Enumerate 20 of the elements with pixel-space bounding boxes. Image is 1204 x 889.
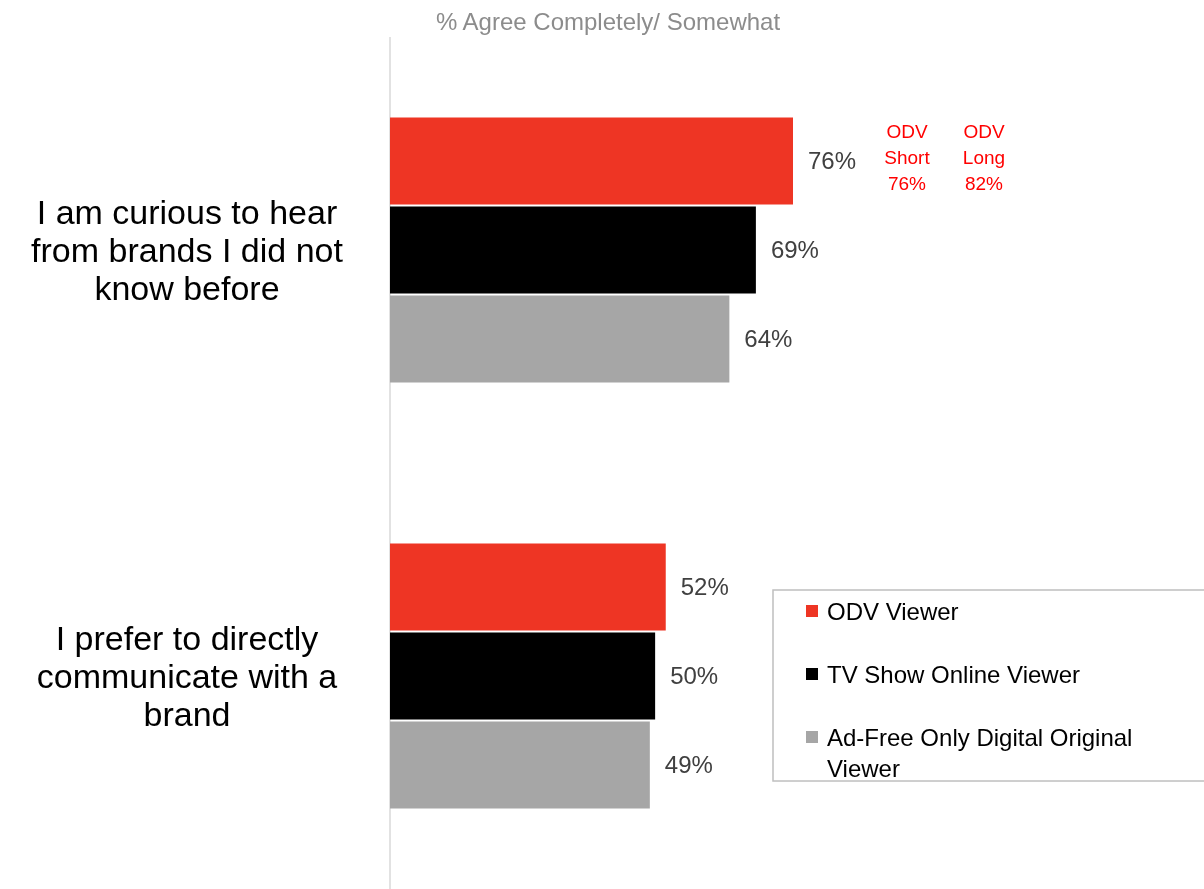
legend-label: ODV Viewer <box>827 598 959 625</box>
bar <box>390 543 666 631</box>
x-axis-title: % Agree Completely/ Somewhat <box>435 8 781 35</box>
data-label: 50% <box>670 662 719 689</box>
y-tick-label: I prefer to directly communicate with a brand <box>36 619 338 733</box>
legend-label: Ad-Free Only Digital Original Viewer <box>827 724 1133 782</box>
bar <box>390 632 656 720</box>
bar <box>390 117 793 205</box>
y-tick-label: I am curious to hear from brands I did not know before <box>31 193 344 307</box>
data-label: 49% <box>664 751 713 778</box>
data-label: 52% <box>680 573 729 600</box>
text: ODV Short 76% <box>884 121 931 194</box>
bar <box>390 206 756 294</box>
bar <box>390 295 730 383</box>
data-label: 76% <box>808 147 857 174</box>
data-label: 64% <box>744 325 793 352</box>
text: ODV Long 82% <box>962 121 1006 194</box>
bar <box>390 721 650 809</box>
data-label: 69% <box>770 236 819 263</box>
legend-label: TV Show Online Viewer <box>827 661 1081 688</box>
